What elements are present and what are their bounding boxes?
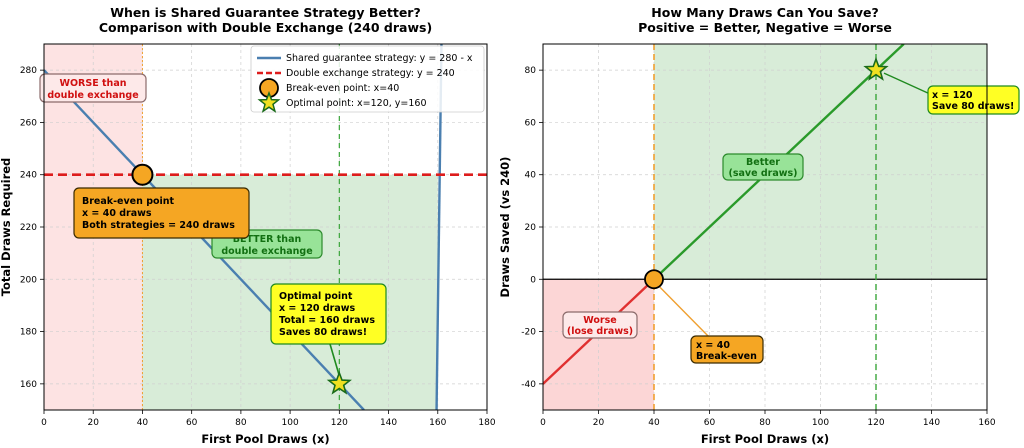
y-tick-label: 60 <box>525 118 537 128</box>
breakeven-point <box>131 163 154 186</box>
y-tick-label: -20 <box>521 328 536 338</box>
worse-label-box <box>562 311 638 339</box>
x-tick-label: 160 <box>429 418 446 428</box>
x-tick-label: 0 <box>41 418 47 428</box>
better-region <box>654 44 987 280</box>
breakeven-label: Break-even point <box>82 196 175 207</box>
optimal-label: Saves 80 draws! <box>279 327 367 338</box>
plot-frame <box>542 43 988 411</box>
chart-1: 0 20 40 60 80 100 120 140 160 180 160 180 200 220 240 2… <box>0 5 496 446</box>
x-axis-label: First Pool Draws (x) <box>201 432 329 446</box>
optimal-label: x = 120 <box>932 90 973 101</box>
x-tick-label: 140 <box>380 418 397 428</box>
breakeven-label-box <box>73 187 250 239</box>
legend-swatch-optimal <box>257 90 281 113</box>
x-tick-label: 0 <box>540 418 546 428</box>
optimal-label: Save 80 draws! <box>932 101 1014 112</box>
y-axis-label: Draws Saved (vs 240) <box>498 157 512 298</box>
chart-title: How Many Draws Can You Save? <box>651 5 878 20</box>
x-tick-label: 20 <box>593 418 605 428</box>
y-tick-label: 20 <box>525 223 537 233</box>
y-tick-label: 260 <box>20 118 37 128</box>
worse-label: Worse <box>583 315 616 326</box>
chart-subtitle: Comparison with Double Exchange (240 dra… <box>99 20 432 35</box>
breakeven-label: x = 40 <box>696 340 730 351</box>
optimal-label: Optimal point <box>279 291 353 302</box>
better-label: (save draws) <box>728 168 797 179</box>
worse-label-box <box>39 73 147 103</box>
x-tick-label: 40 <box>137 418 149 428</box>
optimal-point <box>863 56 889 81</box>
y-tick-label: 0 <box>530 275 536 285</box>
optimal-label-box <box>927 85 1020 115</box>
chart-title: When is Shared Guarantee Strategy Better… <box>110 5 420 20</box>
x-tick-label: 60 <box>704 418 716 428</box>
x-axis-label: First Pool Draws (x) <box>701 432 829 446</box>
x-tick-label: 140 <box>923 418 940 428</box>
x-tick-label: 80 <box>235 418 247 428</box>
optimal-connector <box>329 343 341 377</box>
y-tick-label: 160 <box>20 380 37 390</box>
x-tick-label: 180 <box>478 418 495 428</box>
y-tick-label: 40 <box>525 171 537 181</box>
y-tick-label: -40 <box>521 380 536 390</box>
x-tick-label: 100 <box>812 418 829 428</box>
legend: Shared guarantee strategy: y = 280 - x Do… <box>250 45 485 113</box>
legend-label-breakeven: Break-even point: x=40 <box>286 83 399 94</box>
better-label: double exchange <box>221 246 312 257</box>
legend-label-optimal: Optimal point: x=120, y=160 <box>286 98 427 109</box>
breakeven-point <box>644 269 664 290</box>
x-tick-label: 80 <box>759 418 771 428</box>
x-tick-label: 40 <box>648 418 660 428</box>
optimal-connector <box>883 72 931 95</box>
y-tick-label: 200 <box>20 275 37 285</box>
chart-2: 0 20 40 60 80 100 120 140 160 -40 -20 0 20 40 60 80 How … <box>498 5 1020 446</box>
x-tick-label: 100 <box>282 418 299 428</box>
legend-box <box>250 45 485 113</box>
optimal-label-box <box>270 283 387 345</box>
x-tick-label: 20 <box>87 418 99 428</box>
better-label-box <box>722 153 804 181</box>
legend-label-shared: Shared guarantee strategy: y = 280 - x <box>286 53 473 64</box>
optimal-label: Total = 160 draws <box>279 315 375 326</box>
worse-label: WORSE than <box>60 78 127 89</box>
worse-label: (lose draws) <box>567 326 633 337</box>
breakeven-connector <box>659 286 713 341</box>
plot-frame <box>43 43 488 411</box>
chart-subtitle: Positive = Better, Negative = Worse <box>638 20 892 35</box>
x-tick-label: 120 <box>331 418 348 428</box>
y-tick-label: 240 <box>20 171 37 181</box>
x-tick-label: 160 <box>978 418 995 428</box>
x-tick-label: 120 <box>867 418 884 428</box>
y-tick-label: 280 <box>20 66 37 76</box>
worse-label: double exchange <box>47 90 138 101</box>
better-label: BETTER than <box>233 234 302 245</box>
plot-area <box>543 44 987 410</box>
legend-label-double: Double exchange strategy: y = 240 <box>286 68 455 79</box>
x-tick-label: 60 <box>186 418 198 428</box>
y-tick-label: 180 <box>20 328 37 338</box>
better-label: Better <box>746 157 780 168</box>
y-axis-label: Total Draws Required <box>0 158 13 297</box>
breakeven-label: x = 40 draws <box>82 208 152 219</box>
y-tick-label: 80 <box>525 66 537 76</box>
breakeven-label: Both strategies = 240 draws <box>82 220 235 231</box>
optimal-point <box>326 370 352 395</box>
breakeven-label: Break-even <box>696 351 757 362</box>
y-tick-label: 220 <box>20 223 37 233</box>
breakeven-label-box <box>690 335 764 364</box>
optimal-label: x = 120 draws <box>279 303 356 314</box>
